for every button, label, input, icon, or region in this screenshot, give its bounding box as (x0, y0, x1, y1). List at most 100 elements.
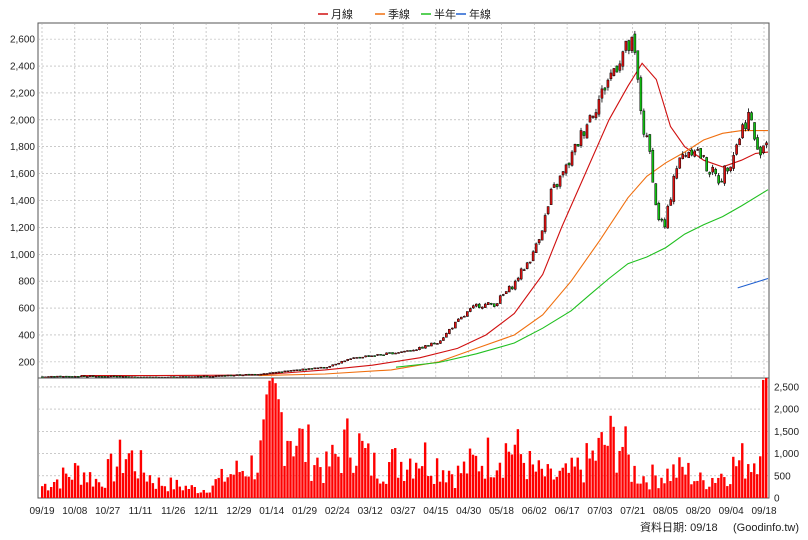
volume-bar (133, 471, 137, 498)
candle-body (714, 168, 717, 174)
date-tick-label: 11/26 (161, 506, 186, 517)
candle-body (492, 303, 496, 307)
volume-bar (220, 468, 223, 498)
date-tick-label: 10/08 (62, 506, 87, 517)
volume-tick-label: 2,500 (774, 382, 799, 393)
volume-bar (669, 481, 672, 498)
volume-bar (714, 482, 717, 498)
volume-bar (52, 481, 56, 498)
candle-body (403, 350, 406, 353)
volume-bar (699, 472, 702, 498)
volume-bar (109, 453, 113, 498)
date-tick-label: 02/24 (325, 506, 350, 517)
volume-bar (151, 483, 155, 498)
date-tick-label: 09/18 (751, 506, 776, 517)
volume-bar (693, 481, 696, 498)
volume-bar (681, 466, 684, 498)
candle-body (546, 206, 550, 215)
candle-body (262, 373, 266, 375)
volume-bar (405, 469, 409, 498)
volume-bar (229, 474, 232, 498)
candle-body (56, 375, 59, 378)
volume-bar (534, 471, 538, 498)
candle-body (573, 143, 577, 153)
candle-body (226, 374, 230, 377)
candle-body (510, 286, 514, 290)
candle-body (672, 175, 676, 202)
volume-bar (582, 482, 585, 498)
candle-body (47, 376, 50, 378)
candle-body (71, 376, 74, 378)
volume-bar (274, 383, 277, 498)
candle-body (654, 183, 658, 206)
candle-body (636, 50, 640, 80)
candle-body (457, 318, 460, 322)
volume-bar (124, 459, 128, 498)
candle-body (298, 369, 302, 371)
volume-bar (597, 437, 600, 498)
volume-bar (474, 455, 478, 498)
volume-bar (127, 453, 131, 498)
volume-bar (73, 463, 77, 498)
moving-average-line (395, 189, 769, 368)
candle-body (394, 352, 397, 355)
volume-bar (169, 477, 173, 498)
candle-body (603, 87, 607, 91)
candle-body (397, 352, 400, 354)
candle-body (675, 168, 679, 179)
candle-body (211, 375, 215, 378)
candle-body (271, 372, 275, 374)
volume-bar (660, 477, 663, 498)
volume-bar (61, 467, 65, 498)
price-tick-label: 2,400 (10, 62, 35, 73)
volume-bar (447, 470, 451, 498)
volume-bar (414, 462, 418, 498)
volume-bar (145, 481, 149, 498)
volume-bar (498, 462, 502, 498)
candle-body (331, 364, 334, 367)
volume-bar (540, 468, 544, 498)
candle-body (582, 131, 586, 136)
volume-bar (322, 482, 325, 498)
candle-body (208, 376, 212, 378)
candle-body (379, 354, 382, 356)
volume-bar (271, 378, 274, 498)
volume-bar (573, 466, 576, 498)
volume-bar (160, 485, 164, 498)
volume-bar (450, 474, 454, 498)
volume-bar (349, 457, 352, 498)
volume-tick-label: 500 (774, 471, 791, 482)
candle-body (669, 199, 673, 206)
volume-bar (292, 456, 295, 498)
candle-body (373, 355, 376, 357)
volume-bar (648, 489, 651, 498)
volume-bar (244, 476, 247, 498)
volume-bar (346, 418, 349, 498)
volume-bar (304, 461, 307, 498)
volume-bar (705, 489, 708, 498)
price-tick-label: 600 (18, 304, 35, 315)
candle-body (337, 362, 340, 365)
candle-body (376, 354, 379, 356)
volume-bar (678, 457, 681, 498)
candle-body (639, 77, 643, 111)
candle-body (41, 376, 44, 378)
candle-body (747, 111, 750, 130)
volume-bar (79, 484, 83, 498)
date-tick-label: 07/21 (620, 506, 645, 517)
volume-bar (82, 472, 86, 498)
candle-body (744, 122, 747, 130)
date-tick-label: 08/20 (686, 506, 711, 517)
price-tick-label: 1,600 (10, 169, 35, 180)
date-tick-label: 04/30 (456, 506, 481, 517)
candle-body (702, 155, 705, 157)
volume-bar (696, 480, 699, 498)
volume-bar (115, 466, 119, 498)
volume-bar (397, 477, 400, 498)
legend-label-3: 半年 (434, 7, 456, 21)
candle-body (525, 262, 529, 269)
volume-bar (106, 459, 110, 498)
candle-body (558, 175, 562, 187)
date-tick-label: 01/14 (259, 506, 284, 517)
volume-bar (420, 466, 424, 498)
